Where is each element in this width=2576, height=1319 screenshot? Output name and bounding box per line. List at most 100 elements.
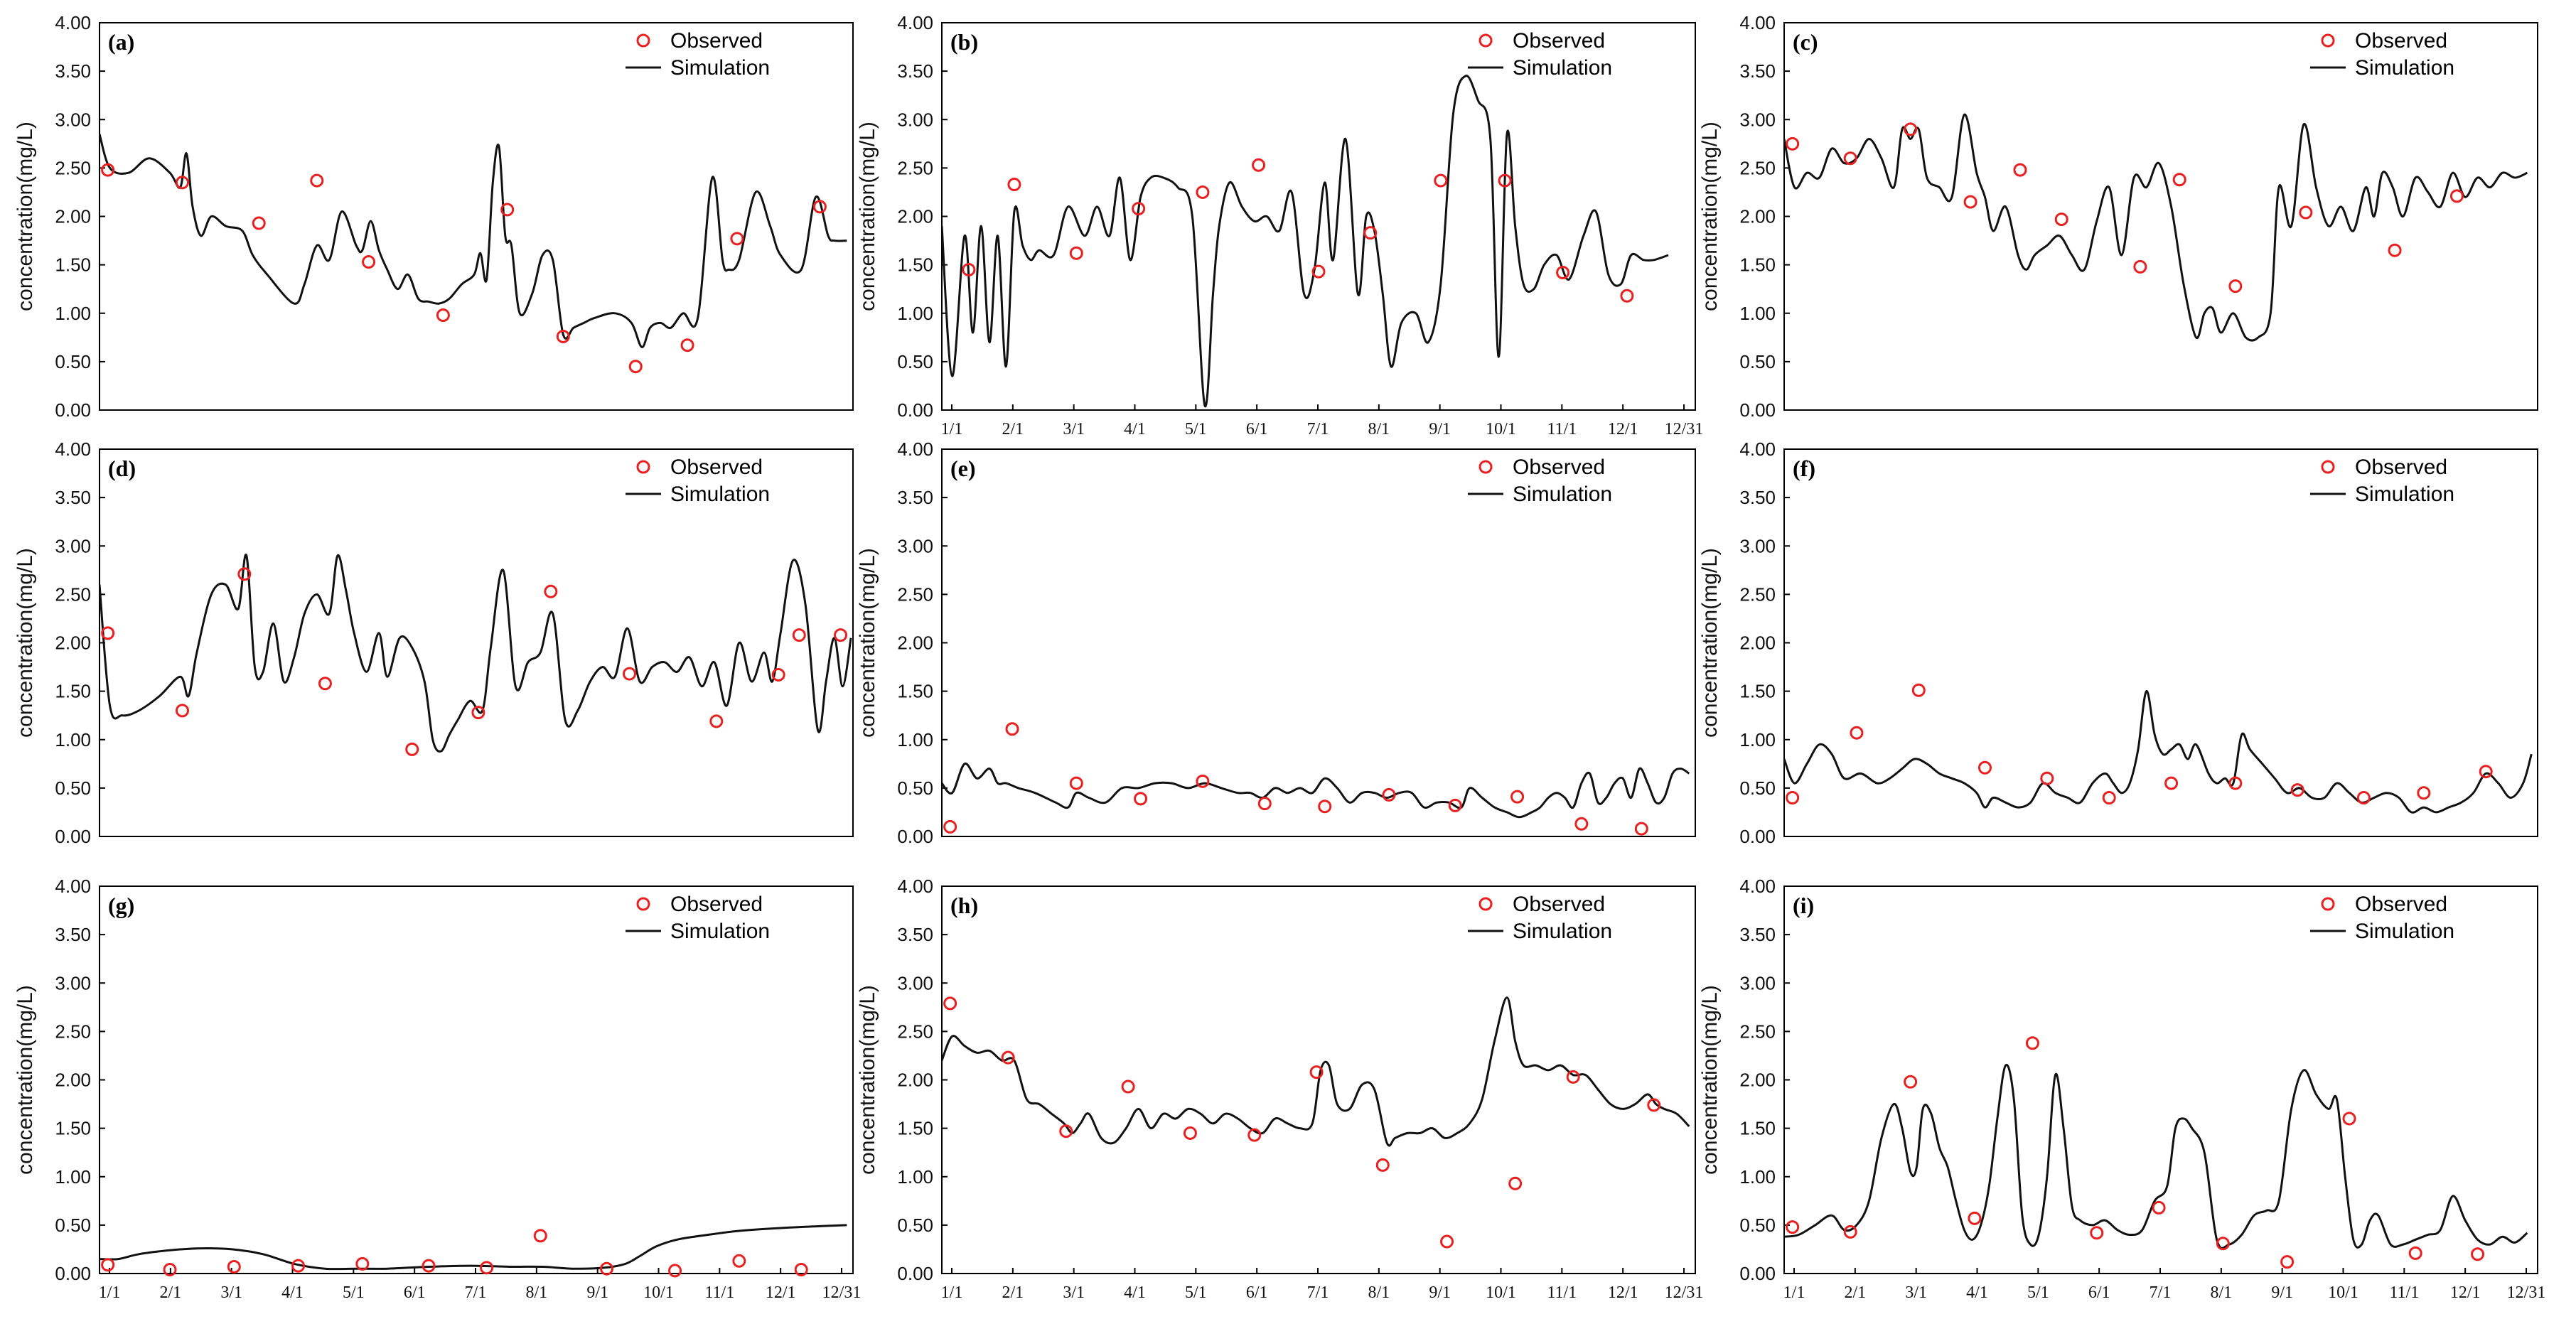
chart-i-observed-point bbox=[1786, 1220, 1800, 1234]
chart-h-xtick-label: 11/1 bbox=[1547, 1283, 1577, 1302]
chart-b-observed-point bbox=[1196, 185, 1210, 199]
chart-d-panel-label: (d) bbox=[108, 456, 136, 481]
chart-a-observed-point bbox=[680, 338, 694, 352]
chart-c-observed-point bbox=[1904, 122, 1918, 136]
chart-d-simulation-line bbox=[100, 553, 852, 753]
chart-h-observed-point bbox=[1647, 1098, 1661, 1112]
chart-b-xtick-label: 12/1 bbox=[1608, 420, 1638, 438]
chart-b-ytick-label: 4.00 bbox=[897, 12, 933, 33]
chart-h-observed-point bbox=[1183, 1126, 1197, 1140]
chart-g-observed-point bbox=[355, 1256, 370, 1271]
chart-b-observed-point bbox=[1434, 173, 1448, 188]
chart-a-observed-point bbox=[730, 232, 744, 246]
chart-b-observed-point bbox=[1498, 173, 1512, 188]
chart-a-ytick-label: 1.50 bbox=[55, 254, 91, 276]
chart-e-legend-observed-label: Observed bbox=[1513, 456, 1605, 479]
chart-i-ytick-label: 2.00 bbox=[1739, 1070, 1776, 1091]
chart-b-ylabel: concentration(mg/L) bbox=[856, 122, 879, 311]
chart-g-ytick-label: 1.00 bbox=[55, 1166, 91, 1188]
chart-c-ytick-label: 3.00 bbox=[1739, 109, 1776, 130]
chart-c-panel-label: (c) bbox=[1793, 29, 1818, 55]
chart-e: 0.00 0.50 1.00 1.50 2.00 2.50 3.00 3.50 4.00 conc… bbox=[856, 438, 1696, 847]
chart-b: 0.00 0.50 1.00 1.50 2.00 2.50 3.00 3.50 4.00 1/1 2… bbox=[856, 12, 1703, 438]
chart-b-xtick-label: 5/1 bbox=[1185, 420, 1207, 438]
chart-i-xtick-label: 8/1 bbox=[2210, 1283, 2232, 1302]
chart-i-xtick-label: 10/1 bbox=[2328, 1283, 2358, 1302]
chart-a-ytick-label: 1.00 bbox=[55, 303, 91, 324]
chart-i-ytick-label: 3.50 bbox=[1739, 924, 1776, 945]
chart-h-xtick-label: 4/1 bbox=[1124, 1283, 1146, 1302]
chart-h-ytick-label: 1.00 bbox=[897, 1166, 933, 1188]
chart-g-legend-observed-label: Observed bbox=[670, 893, 763, 916]
chart-b-observed-point bbox=[1069, 246, 1083, 260]
chart-d-observed-point bbox=[834, 628, 848, 642]
chart-f-observed-point bbox=[1850, 726, 1864, 740]
chart-c-legend: Observed Simulation bbox=[2310, 29, 2454, 80]
chart-d-legend-observed-label: Observed bbox=[670, 456, 763, 479]
chart-e-ytick-label: 3.50 bbox=[897, 487, 933, 508]
chart-i-ytick-label: 2.50 bbox=[1739, 1021, 1776, 1042]
chart-f-observed-point bbox=[2040, 771, 2054, 785]
chart-b-xtick-label: 9/1 bbox=[1429, 420, 1451, 438]
chart-i-xtick-label: 7/1 bbox=[2150, 1283, 2172, 1302]
chart-i-observed-point bbox=[1843, 1224, 1857, 1239]
chart-b-ytick-label: 0.50 bbox=[897, 351, 933, 372]
chart-g-xtick-label: 9/1 bbox=[586, 1283, 608, 1302]
chart-i-xtick-label: 5/1 bbox=[2027, 1283, 2049, 1302]
chart-c-observed-point bbox=[1786, 136, 1800, 151]
chart-i-xtick-label: 1/1 bbox=[1783, 1283, 1805, 1302]
chart-i-ytick-label: 1.00 bbox=[1739, 1166, 1776, 1188]
chart-h-xtick-label: 1/1 bbox=[941, 1283, 963, 1302]
chart-i-legend: Observed Simulation bbox=[2310, 893, 2454, 943]
chart-i-ytick-label: 0.00 bbox=[1739, 1263, 1776, 1284]
chart-g-xtick-label: 12/31 bbox=[822, 1283, 862, 1302]
chart-e-ylabel: concentration(mg/L) bbox=[856, 548, 879, 738]
chart-f-observed-point bbox=[2228, 776, 2243, 790]
chart-g-ytick-label: 0.00 bbox=[55, 1263, 91, 1284]
chart-i-observed-point bbox=[2152, 1200, 2166, 1215]
chart-a-legend-simulation-label: Simulation bbox=[670, 56, 770, 80]
chart-a-ytick-label: 0.50 bbox=[55, 351, 91, 372]
chart-f-ytick-label: 1.00 bbox=[1739, 729, 1776, 750]
chart-h-xtick-label: 12/31 bbox=[1665, 1283, 1704, 1302]
chart-e-observed-point bbox=[943, 819, 957, 834]
chart-h-ytick-label: 0.00 bbox=[897, 1263, 933, 1284]
chart-g-legend: Observed Simulation bbox=[626, 893, 770, 943]
chart-b-legend-simulation-label: Simulation bbox=[1513, 56, 1612, 80]
chart-h-observed-point bbox=[1440, 1234, 1454, 1249]
chart-i-ytick-label: 3.00 bbox=[1739, 972, 1776, 994]
chart-f-simulation-line bbox=[1784, 690, 2533, 814]
chart-c-observed-point bbox=[2388, 243, 2402, 257]
chart-e-legend: Observed Simulation bbox=[1468, 456, 1612, 506]
chart-f-observed-point bbox=[2290, 783, 2304, 797]
chart-h-legend-simulation-label: Simulation bbox=[1513, 920, 1612, 943]
chart-a-ylabel: concentration(mg/L) bbox=[14, 122, 37, 311]
chart-e-observed-point bbox=[1196, 774, 1210, 788]
chart-g-observed-point bbox=[101, 1258, 115, 1272]
chart-f-ytick-label: 2.00 bbox=[1739, 632, 1776, 654]
chart-d-observed-point bbox=[405, 742, 419, 756]
chart-g: 0.00 0.50 1.00 1.50 2.00 2.50 3.00 3.50 4.00 1/1 2… bbox=[14, 876, 861, 1302]
chart-d-ytick-label: 1.50 bbox=[55, 681, 91, 702]
chart-b-ytick-label: 1.50 bbox=[897, 254, 933, 276]
chart-g-ytick-label: 4.00 bbox=[55, 876, 91, 897]
chart-h-ylabel: concentration(mg/L) bbox=[856, 985, 879, 1175]
chart-c-frame bbox=[1783, 22, 2538, 411]
chart-b-legend: Observed Simulation bbox=[1468, 29, 1612, 80]
chart-f-observed-point bbox=[2164, 776, 2179, 790]
chart-b-observed-point bbox=[1311, 264, 1326, 279]
chart-c-ylabel: concentration(mg/L) bbox=[1698, 122, 1722, 311]
chart-e-ytick-label: 1.00 bbox=[897, 729, 933, 750]
chart-f-ytick-label: 2.50 bbox=[1739, 583, 1776, 605]
chart-b-observed-point bbox=[1007, 178, 1021, 192]
chart-c-legend-simulation-label: Simulation bbox=[2355, 56, 2454, 80]
chart-h-xtick-label: 12/1 bbox=[1608, 1283, 1638, 1302]
chart-h-xtick-label: 2/1 bbox=[1002, 1283, 1024, 1302]
chart-f-ytick-label: 0.50 bbox=[1739, 777, 1776, 799]
chart-c-observed-point bbox=[2054, 212, 2068, 227]
chart-h-observed-point bbox=[1566, 1070, 1580, 1084]
chart-e-panel-label: (e) bbox=[950, 456, 976, 481]
chart-f: 0.00 0.50 1.00 1.50 2.00 2.50 3.00 3.50 4.00 conc… bbox=[1698, 438, 2538, 847]
chart-d-ytick-label: 2.00 bbox=[55, 632, 91, 654]
chart-b-xtick-label: 10/1 bbox=[1486, 420, 1516, 438]
